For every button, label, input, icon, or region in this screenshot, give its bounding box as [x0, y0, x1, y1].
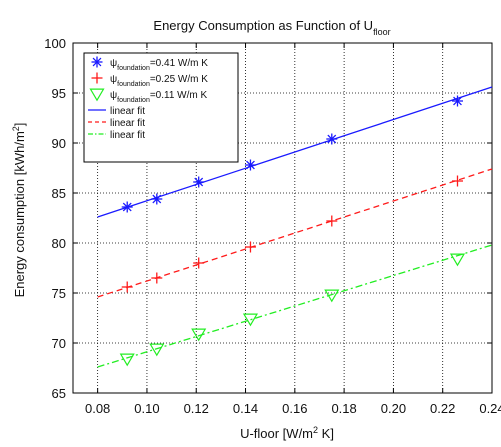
y-tick-label: 85	[52, 186, 66, 201]
legend-fit-label-1: linear fit	[110, 106, 145, 117]
y-tick-label: 65	[52, 386, 66, 401]
data-markers	[119, 95, 466, 367]
x-tick-label: 0.10	[134, 401, 159, 416]
x-tick-label: 0.14	[233, 401, 258, 416]
chart-title: Energy Consumption as Function of Ufloor	[153, 18, 390, 37]
y-tick-label: 95	[52, 86, 66, 101]
y-tick-label: 70	[52, 336, 66, 351]
legend-marker-1	[91, 56, 103, 68]
marker-stroke	[92, 57, 102, 67]
marker-stroke	[246, 160, 255, 170]
legend-fit-label-3: linear fit	[110, 130, 145, 141]
series-1-point	[451, 95, 463, 107]
legend-marker-3	[89, 88, 105, 102]
x-tick-label: 0.24	[479, 401, 501, 416]
marker-stroke	[194, 177, 204, 187]
fit-lines	[97, 86, 493, 368]
legend-box	[83, 52, 239, 163]
series-2-point	[244, 241, 256, 253]
series-1-point	[326, 133, 338, 145]
legend-marker-2	[91, 72, 103, 84]
marker-stroke	[119, 353, 135, 367]
series-2-point	[326, 215, 338, 227]
fit-line-3	[97, 244, 493, 368]
series-3-point	[324, 289, 340, 303]
x-axis-ticks: 0.08 0.10 0.12 0.14 0.16 0.18 0.20 0.22 0.24	[85, 43, 501, 416]
y-tick-label: 75	[52, 286, 66, 301]
legend-label-3: ψfoundation=0.11 W/m K	[110, 90, 208, 104]
x-tick-label: 0.08	[85, 401, 110, 416]
legend-label-1: ψfoundation=0.41 W/m K	[110, 58, 208, 72]
marker-stroke	[449, 253, 466, 267]
y-axis-ticks: 65 70 75 80 85 90 95 100	[44, 36, 492, 401]
series-3-point	[149, 343, 165, 357]
marker-stroke	[453, 96, 462, 106]
legend-fit-label-2: linear fit	[110, 118, 145, 129]
marker-stroke	[122, 202, 132, 212]
marker-stroke	[89, 88, 105, 102]
legend-label-2: ψfoundation=0.25 W/m K	[110, 74, 208, 88]
marker-stroke	[242, 313, 259, 327]
y-tick-label: 90	[52, 136, 66, 151]
y-tick-label: 80	[52, 236, 66, 251]
marker-stroke	[324, 289, 340, 303]
y-tick-label: 100	[44, 36, 66, 51]
legend: ψfoundation=0.41 W/m K ψfoundation=0.25 W…	[83, 52, 239, 163]
x-tick-label: 0.20	[381, 401, 406, 416]
series-2-point	[451, 175, 463, 187]
x-tick-label: 0.18	[331, 401, 356, 416]
series-2-point	[193, 257, 205, 269]
marker-stroke	[152, 194, 162, 204]
series-2-point	[151, 272, 163, 284]
x-tick-label: 0.22	[430, 401, 455, 416]
series-3-point	[119, 353, 135, 367]
x-tick-label: 0.12	[184, 401, 209, 416]
marker-stroke	[327, 134, 337, 144]
marker-stroke	[149, 343, 165, 357]
series-1-point	[151, 193, 163, 205]
series-2-point	[121, 281, 133, 293]
marker-stroke	[191, 328, 207, 342]
series-1-point	[193, 176, 205, 188]
series-1-point	[244, 159, 256, 171]
series-1-point	[121, 201, 133, 213]
fit-line-2	[97, 168, 493, 298]
series-3-point	[191, 328, 207, 342]
x-axis-label: U-floor [W/m2 K]	[240, 425, 334, 441]
fit-line-1	[97, 86, 493, 218]
y-axis-label: Energy consumption [kWh/m2]	[11, 123, 27, 298]
x-tick-label: 0.16	[282, 401, 307, 416]
series-3-point	[449, 253, 466, 267]
series-3-point	[242, 313, 259, 327]
